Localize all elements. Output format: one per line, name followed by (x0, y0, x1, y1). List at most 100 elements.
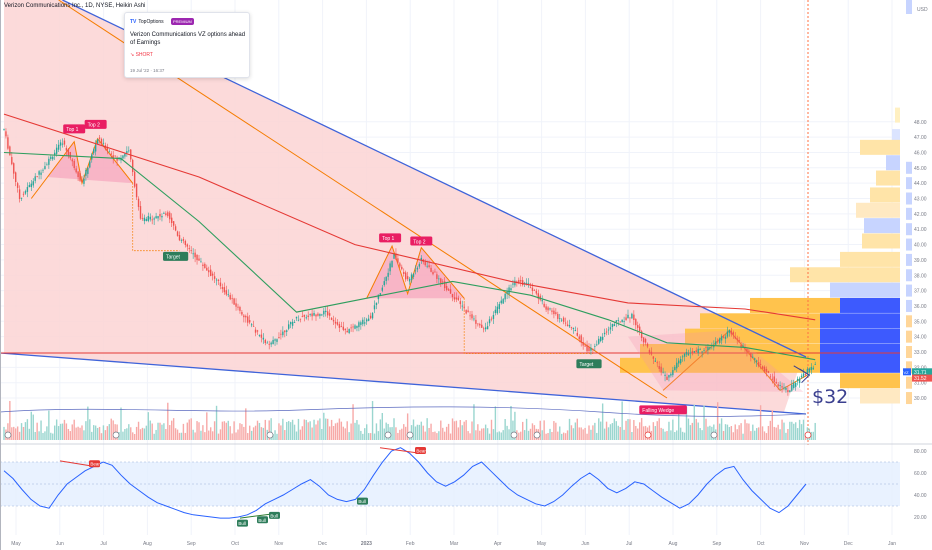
target-line-2 (463, 298, 593, 354)
candle-body (217, 279, 220, 281)
price-scale-text: 31.71 (914, 370, 927, 376)
candle-body (367, 318, 370, 321)
candle-body (75, 168, 77, 173)
idea-title[interactable]: Verizon Communications VZ options ahead … (130, 32, 246, 46)
pattern-label (63, 124, 86, 134)
candle-body (98, 137, 101, 139)
volume-profile-bar (830, 282, 900, 298)
candle-body (717, 340, 719, 342)
candle-body (611, 324, 614, 327)
volume-bar (332, 426, 335, 440)
candle-body (633, 314, 635, 321)
volume-bar (609, 424, 612, 440)
volume-bar (362, 433, 364, 440)
time-tick: Apr (494, 541, 502, 547)
candle-body (155, 216, 157, 219)
candle-body (79, 173, 81, 181)
volume-bar (660, 427, 662, 440)
candle-body (674, 366, 676, 371)
volume-bar (508, 429, 510, 440)
volume-bar (171, 420, 173, 440)
candle-body (598, 338, 600, 344)
volume-bar (773, 426, 775, 440)
candle-body (504, 293, 506, 300)
candle-body (769, 376, 772, 378)
volume-bar (777, 424, 779, 440)
rsi-signal-label (269, 511, 280, 519)
volume-bar (596, 432, 598, 440)
volume-bar (451, 418, 454, 440)
candle-body (578, 336, 580, 339)
candle-body (514, 280, 516, 286)
idea-card[interactable]: TV TopOptions PREMIUM Verizon Communicati… (124, 12, 250, 78)
volume-bar (163, 423, 165, 440)
volume-bar (237, 429, 239, 440)
volume-bar (268, 420, 270, 440)
volume-bar (250, 430, 253, 440)
candle-body (467, 310, 469, 312)
candle-body (55, 147, 58, 154)
candle-body (334, 321, 337, 324)
volume-bar (564, 433, 567, 440)
volume-bar (570, 425, 573, 440)
volume-bar (61, 423, 64, 440)
volume-bar (40, 420, 42, 440)
volume-bar (192, 429, 194, 440)
volume-bar (588, 425, 590, 440)
candle-body (307, 315, 309, 317)
volume-bar (785, 432, 787, 440)
volume-bar (174, 428, 177, 440)
volume-bar (520, 431, 522, 440)
candle-body (399, 263, 401, 267)
volume-bar (490, 419, 493, 440)
volume-bar (586, 433, 588, 440)
volume-bar (426, 418, 428, 440)
volume-bar (28, 428, 31, 440)
candle-body (3, 129, 5, 130)
volume-bar (243, 426, 245, 440)
volume-bar (625, 420, 627, 440)
volume-bar (67, 428, 70, 440)
volume-bar (767, 425, 770, 440)
candle-body (276, 339, 278, 342)
candle-body (600, 336, 602, 342)
candle-body (198, 258, 200, 261)
volume-bar (488, 433, 491, 440)
volume-bar (529, 428, 532, 440)
time-tick: Jul (100, 541, 106, 547)
candle-body (492, 314, 495, 319)
pattern-label (410, 236, 433, 246)
candle-body (730, 330, 733, 335)
volume-bar (325, 418, 327, 440)
candle-body (231, 298, 233, 300)
volume-bar (383, 428, 385, 440)
volume-bar (254, 425, 257, 440)
axis-profile-block (906, 299, 912, 312)
volume-bar (141, 427, 144, 440)
candle-body (311, 313, 313, 317)
time-tick: Sep (187, 541, 196, 547)
candle-body (245, 315, 247, 318)
candle-body (241, 312, 243, 315)
volume-bar (553, 421, 555, 440)
volume-bar (405, 426, 407, 440)
candle-body (678, 360, 680, 364)
candle-body (707, 346, 709, 351)
volume-bar (428, 427, 430, 440)
event-marker-icon (644, 431, 652, 439)
volume-bar (256, 420, 259, 440)
volume-bar (252, 427, 255, 440)
volume-bar (42, 432, 44, 440)
price-tick: 40.00 (914, 243, 927, 249)
volume-bar (54, 425, 56, 440)
volume-bar (178, 432, 181, 440)
candle-body (336, 322, 339, 325)
candle-body (293, 322, 296, 323)
candle-body (116, 157, 118, 161)
volume-bar (153, 433, 155, 440)
volume-profile-bar-value (820, 313, 900, 329)
volume-bar (484, 424, 487, 440)
candle-body (184, 240, 187, 245)
volume-bar (701, 430, 703, 440)
